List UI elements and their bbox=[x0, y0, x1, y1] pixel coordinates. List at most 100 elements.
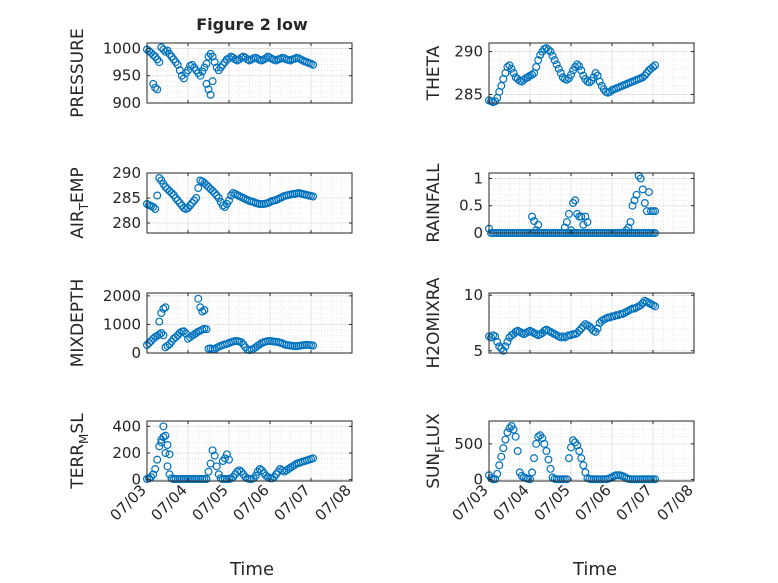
data-point bbox=[640, 199, 649, 208]
y-tick-label: 400 bbox=[112, 417, 141, 435]
data-point bbox=[636, 301, 645, 310]
axes-box bbox=[488, 292, 695, 354]
y-tick-label: 2000 bbox=[103, 287, 141, 305]
data-point bbox=[155, 317, 164, 326]
data-point bbox=[575, 62, 584, 71]
data-point bbox=[581, 212, 590, 221]
data-point bbox=[589, 73, 598, 82]
data-point bbox=[268, 474, 277, 483]
y-tick-label: 0 bbox=[131, 344, 141, 362]
data-point bbox=[173, 60, 182, 69]
data-point bbox=[163, 441, 172, 450]
y-axis-label-main: TERR bbox=[68, 444, 88, 490]
axes-box bbox=[488, 420, 695, 482]
data-point bbox=[151, 205, 160, 214]
subplot-h2omixra: 5 10 H2OMIXRA bbox=[424, 277, 695, 369]
data-point bbox=[288, 462, 297, 471]
data-point bbox=[497, 81, 506, 90]
data-point bbox=[528, 468, 537, 477]
data-point bbox=[495, 461, 504, 470]
axes-box bbox=[146, 420, 353, 482]
y-axis-label-rest: EMP bbox=[68, 167, 88, 203]
data-point bbox=[202, 475, 211, 484]
data-point bbox=[251, 471, 260, 480]
data-point bbox=[204, 183, 213, 192]
data-point bbox=[210, 451, 219, 460]
data-point bbox=[640, 71, 649, 80]
y-axis-label: H2OMIXRA bbox=[424, 277, 444, 368]
data-point bbox=[188, 199, 197, 208]
data-point bbox=[153, 191, 162, 200]
data-point bbox=[513, 447, 522, 456]
data-point bbox=[179, 74, 188, 83]
y-axis-label: RAINFALL bbox=[424, 163, 444, 243]
data-point bbox=[642, 68, 651, 77]
data-point bbox=[206, 185, 215, 194]
data-point bbox=[161, 449, 170, 458]
data-point bbox=[225, 455, 234, 464]
data-point bbox=[165, 470, 174, 479]
data-point bbox=[579, 220, 588, 229]
data-point bbox=[509, 425, 518, 434]
data-point bbox=[192, 194, 201, 203]
data-point bbox=[309, 192, 318, 201]
data-point bbox=[626, 218, 635, 227]
y-axis-label-subscript: T bbox=[77, 202, 91, 211]
y-tick-label: 1000 bbox=[103, 315, 141, 333]
data-point bbox=[214, 470, 223, 479]
data-point bbox=[523, 73, 532, 82]
y-axis-label: PRESSURE bbox=[68, 28, 88, 117]
data-point bbox=[571, 196, 580, 205]
axes-box bbox=[146, 292, 353, 354]
data-point bbox=[200, 63, 209, 72]
data-point bbox=[595, 77, 604, 86]
data-point bbox=[648, 62, 657, 71]
data-point bbox=[218, 201, 227, 210]
data-point bbox=[147, 337, 156, 346]
y-tick-label: 500 bbox=[454, 435, 483, 453]
data-point bbox=[528, 212, 537, 221]
data-point bbox=[579, 322, 588, 331]
data-point bbox=[499, 346, 508, 355]
data-point bbox=[186, 201, 195, 210]
y-axis-label: THETA bbox=[424, 45, 444, 101]
data-point bbox=[556, 68, 565, 77]
subplot-rainfall: 0 0.5 1 RAINFALL bbox=[424, 163, 695, 243]
x-axis-label-right: Time bbox=[572, 559, 617, 580]
data-point bbox=[163, 462, 172, 471]
data-point bbox=[163, 341, 172, 350]
data-point bbox=[227, 474, 236, 483]
y-tick-label: 1000 bbox=[103, 39, 141, 57]
data-point bbox=[237, 338, 246, 347]
data-point bbox=[204, 85, 213, 94]
subplot-theta: 285 290 THETA bbox=[424, 42, 695, 107]
data-point bbox=[286, 463, 295, 472]
data-point bbox=[562, 218, 571, 227]
data-point bbox=[204, 467, 213, 476]
data-point bbox=[501, 435, 510, 444]
data-point bbox=[577, 212, 586, 221]
data-point bbox=[280, 467, 289, 476]
data-point bbox=[151, 465, 160, 474]
data-point bbox=[532, 226, 541, 235]
data-point bbox=[497, 344, 506, 353]
y-tick-label: 285 bbox=[454, 85, 483, 103]
y-axis-label-subscript: M bbox=[77, 434, 91, 444]
data-point bbox=[220, 454, 229, 463]
data-point bbox=[495, 342, 504, 351]
data-point bbox=[530, 454, 539, 463]
axes-box bbox=[146, 42, 353, 104]
y-tick-label: 10 bbox=[464, 286, 483, 304]
data-point bbox=[184, 204, 193, 213]
y-tick-label: 5 bbox=[473, 342, 483, 360]
y-tick-label: 285 bbox=[112, 189, 141, 207]
y-tick-label: 900 bbox=[112, 94, 141, 112]
data-point bbox=[159, 422, 168, 431]
y-axis-label-main: PRESSURE bbox=[68, 28, 88, 117]
data-point bbox=[583, 218, 592, 227]
y-axis-label-subscript: F bbox=[433, 446, 447, 453]
subplot-air: 280 285 290 AIRTEMP bbox=[68, 164, 353, 239]
data-point bbox=[493, 469, 502, 478]
data-point bbox=[165, 450, 174, 459]
